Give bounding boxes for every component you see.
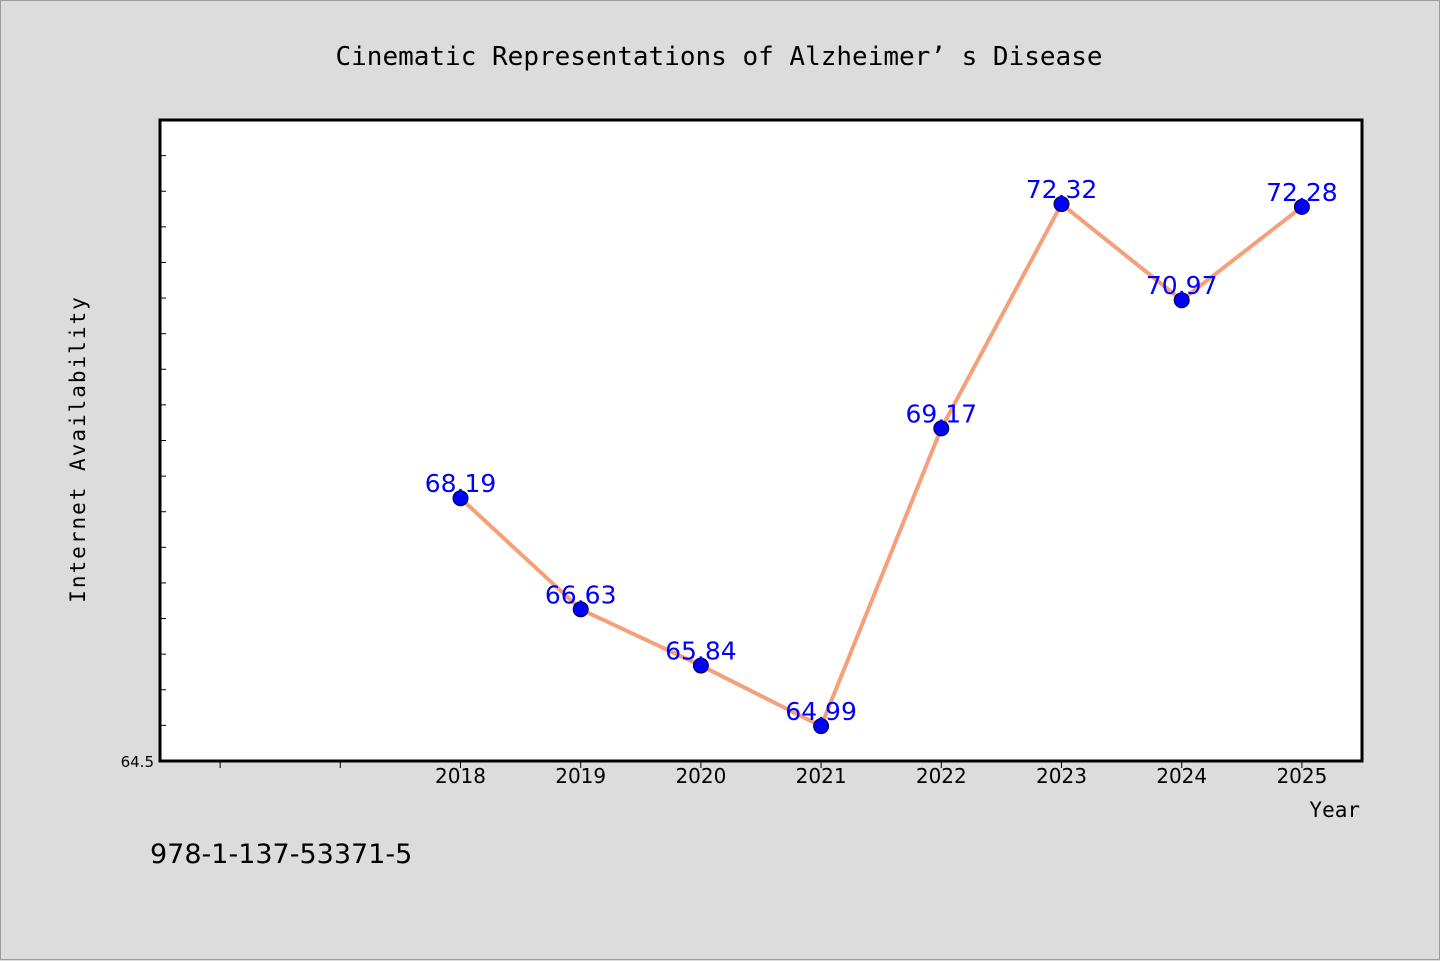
x-axis-ticks — [219, 761, 1303, 768]
data-label: 69.17 — [906, 399, 978, 428]
x-tick-labels: 2018 2019 2020 2021 2022 2023 2024 2025 — [435, 764, 1327, 788]
plot-area — [158, 118, 1364, 763]
data-label: 64.99 — [785, 697, 857, 726]
data-label: 68.19 — [425, 469, 497, 498]
x-tick-label: 2022 — [916, 764, 967, 788]
x-tick-label: 2018 — [435, 764, 486, 788]
data-label: 72.32 — [1026, 175, 1098, 204]
data-point — [572, 601, 589, 618]
x-tick-label: 2019 — [555, 764, 606, 788]
y-axis-label: Internet Availability — [66, 295, 90, 603]
x-axis-label: Year — [1309, 798, 1360, 822]
x-tick-label: 2021 — [796, 764, 847, 788]
x-tick-label: 2024 — [1156, 764, 1207, 788]
data-point — [1173, 292, 1190, 309]
x-tick-label: 2023 — [1036, 764, 1087, 788]
data-label: 72.28 — [1266, 178, 1338, 207]
data-label: 66.63 — [545, 580, 617, 609]
data-label: 70.97 — [1146, 271, 1218, 300]
x-tick-label: 2020 — [675, 764, 726, 788]
data-point — [452, 490, 469, 507]
data-point — [1293, 198, 1310, 215]
series-layer: 68.19 66.63 65.84 64.99 69.17 72.32 70.97 72.28 — [425, 175, 1338, 735]
footer-code: 978-1-137-53371-5 — [150, 839, 412, 870]
data-point — [1053, 196, 1070, 213]
chart-title: Cinematic Representations of Alzheimer’ … — [335, 42, 1102, 72]
data-point — [813, 718, 830, 735]
y-tick-label: 64.5 — [121, 753, 154, 771]
series-line — [459, 202, 1304, 729]
x-tick-label: 2025 — [1276, 764, 1327, 788]
data-point — [692, 657, 709, 674]
data-point — [933, 420, 950, 437]
data-label: 65.84 — [665, 637, 737, 666]
y-axis-ticks — [160, 119, 166, 762]
